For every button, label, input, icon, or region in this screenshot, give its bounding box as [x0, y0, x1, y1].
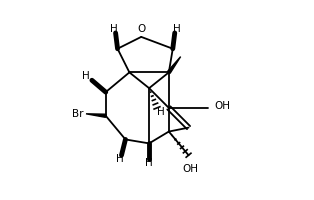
Text: H: H: [82, 71, 90, 81]
Text: H: H: [157, 107, 165, 117]
Text: H: H: [116, 154, 123, 164]
Text: OH: OH: [214, 101, 230, 111]
Polygon shape: [86, 114, 106, 117]
Text: Br: Br: [72, 109, 84, 119]
Text: OH: OH: [182, 164, 198, 174]
Text: H: H: [110, 24, 117, 34]
Text: O: O: [137, 24, 145, 34]
Text: H: H: [145, 158, 153, 168]
Polygon shape: [168, 57, 181, 73]
Text: H: H: [173, 24, 181, 34]
